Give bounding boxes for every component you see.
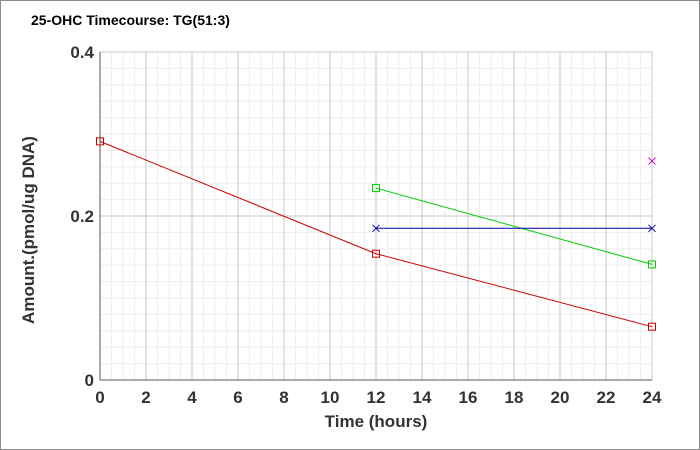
series-line bbox=[99, 140, 653, 328]
series-4 bbox=[648, 157, 656, 165]
x-tick-label: 22 bbox=[597, 388, 616, 407]
x-tick-label: 0 bbox=[95, 388, 104, 407]
data-point bbox=[372, 249, 380, 258]
x-tick-label: 18 bbox=[505, 388, 524, 407]
data-point bbox=[372, 184, 380, 193]
data-point bbox=[648, 260, 656, 269]
x-tick-label: 2 bbox=[141, 388, 150, 407]
data-point bbox=[648, 322, 656, 331]
x-tick-label: 6 bbox=[233, 388, 242, 407]
x-tick-label: 12 bbox=[367, 388, 386, 407]
x-tick-label: 10 bbox=[321, 388, 340, 407]
data-point bbox=[648, 224, 656, 233]
y-tick-label: 0.2 bbox=[70, 207, 94, 226]
data-point bbox=[96, 137, 104, 146]
data-point bbox=[648, 157, 656, 165]
series-3 bbox=[372, 224, 656, 233]
y-tick-label: 0 bbox=[85, 371, 94, 390]
x-tick-label: 8 bbox=[279, 388, 288, 407]
chart-title: 25-OHC Timecourse: TG(51:3) bbox=[31, 12, 230, 28]
series-line bbox=[375, 187, 653, 265]
axes bbox=[99, 52, 652, 381]
y-tick-label: 0.4 bbox=[70, 43, 94, 62]
x-tick-label: 4 bbox=[187, 388, 197, 407]
y-axis-title: Amount.(pmol/ug DNA) bbox=[19, 136, 38, 324]
x-axis-title: Time (hours) bbox=[325, 412, 428, 431]
series-2 bbox=[372, 184, 656, 269]
x-tick-label: 20 bbox=[551, 388, 570, 407]
data-point bbox=[372, 224, 380, 233]
x-tick-label: 24 bbox=[643, 388, 662, 407]
x-tick-label: 14 bbox=[413, 388, 432, 407]
x-tick-label: 16 bbox=[459, 388, 478, 407]
data-series bbox=[96, 137, 656, 331]
series-1 bbox=[96, 137, 656, 331]
